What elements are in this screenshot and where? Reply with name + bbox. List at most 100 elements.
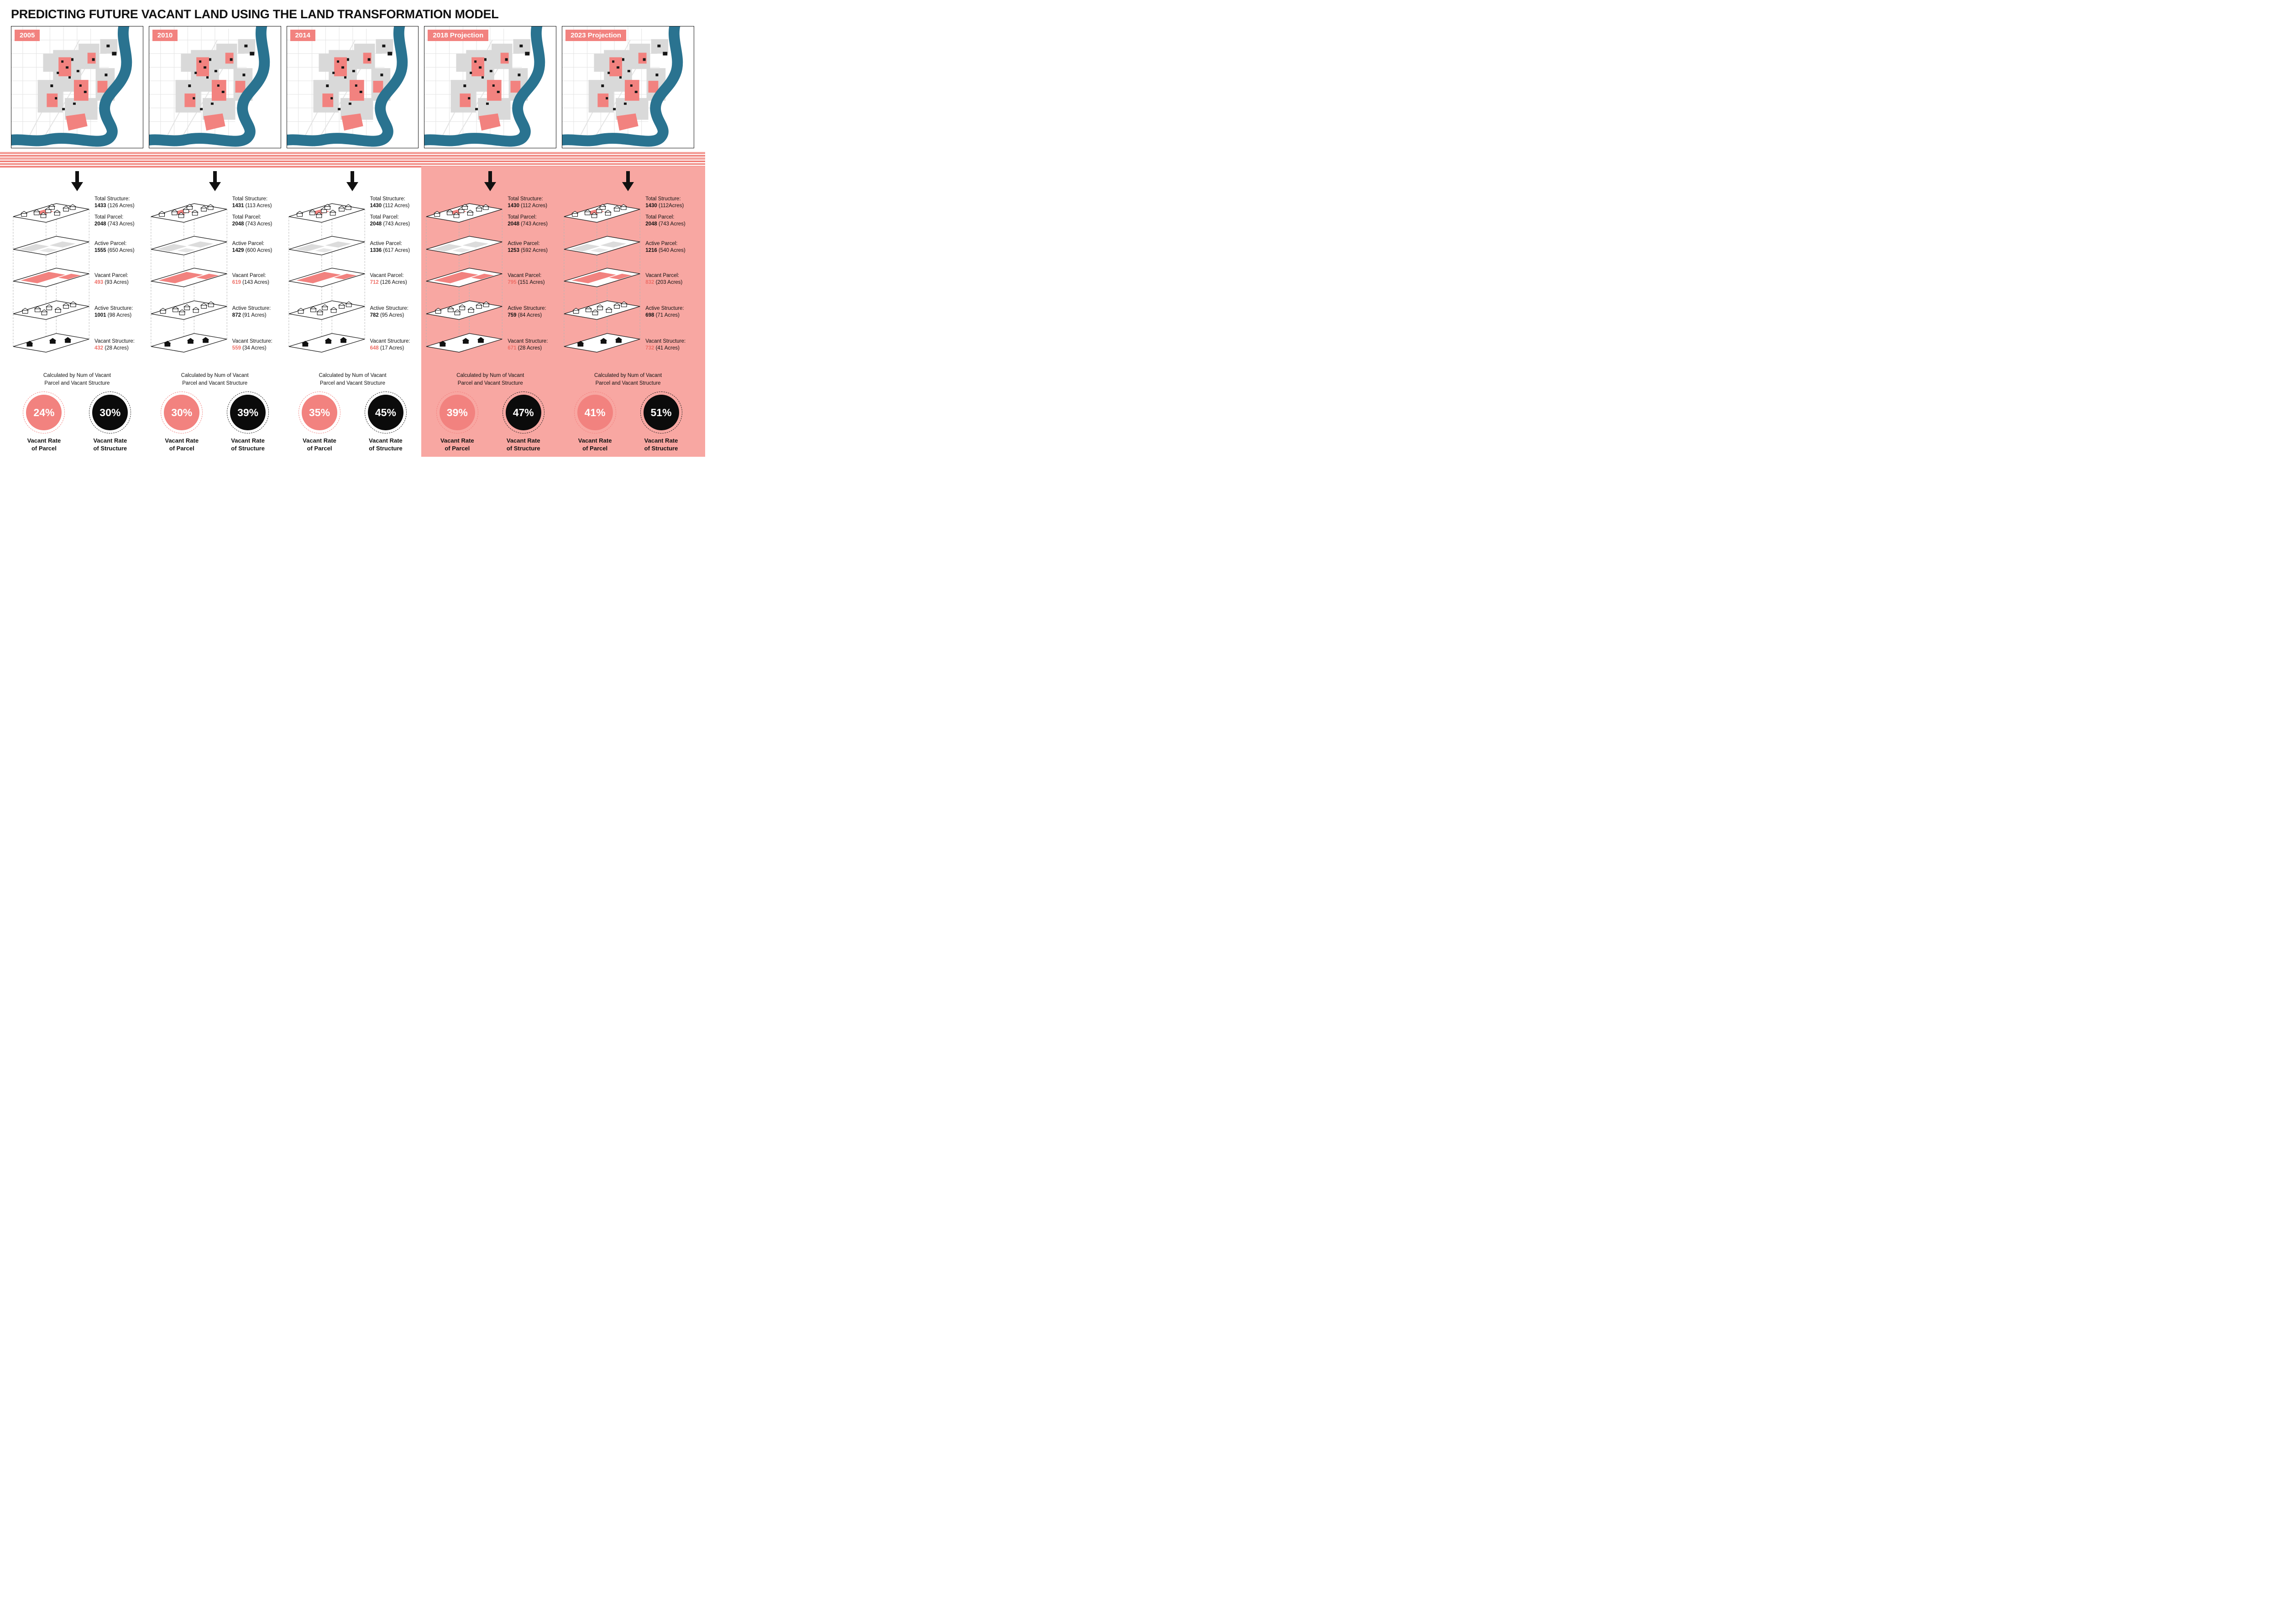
- active-structure-label: Active Structure: 759 (84 Acres): [508, 306, 546, 318]
- year-badge: 2005: [15, 30, 40, 41]
- parcel-rate-group: 39% Vacant Rate of Parcel: [436, 392, 478, 452]
- river: [11, 26, 132, 147]
- parcel-rate-ring: 30%: [161, 392, 203, 434]
- city-map: [287, 26, 408, 147]
- active-structure-label: Active Structure: 872 (91 Acres): [232, 306, 271, 318]
- calculation-caption: Calculated by Num of Vacant Parcel and V…: [43, 373, 111, 386]
- structure-rate-ring: 39%: [227, 392, 269, 434]
- structures: [188, 44, 255, 110]
- vacant-structure-label: Vacant Structure: 732 (41 Acres): [645, 339, 686, 351]
- parcel-rate-label: Vacant Rate of Parcel: [440, 437, 474, 452]
- parcel-rate-value: 35%: [309, 406, 330, 418]
- down-arrow-icon: [562, 171, 694, 194]
- structure-rate-circle: 30%: [92, 395, 128, 431]
- parcel-rate-label: Vacant Rate of Parcel: [165, 437, 199, 452]
- river: [424, 26, 545, 147]
- city-map: [424, 26, 545, 147]
- layer-stack-diagram: [151, 203, 227, 353]
- infographic-page: { "title": "PREDICTING FUTURE VACANT LAN…: [0, 0, 705, 459]
- layer-stack-diagram: [13, 203, 89, 353]
- structure-rate-label: Vacant Rate of Structure: [369, 437, 403, 452]
- structure-rate-label: Vacant Rate of Structure: [231, 437, 265, 452]
- layer-stack-diagram: [426, 203, 503, 353]
- parcel-rate-value: 41%: [584, 406, 606, 418]
- structure-rate-value: 47%: [513, 406, 534, 418]
- structure-rate-value: 45%: [375, 406, 396, 418]
- structure-rate-value: 39%: [237, 406, 259, 418]
- layer-stack: Total Structure: 1433 (126 Acres) Total …: [11, 194, 143, 372]
- parcel-rate-value: 24%: [33, 406, 55, 418]
- vacant-structure-label: Vacant Structure: 432 (28 Acres): [94, 339, 135, 351]
- structure-rate-ring: 45%: [364, 392, 407, 434]
- structure-rate-group: 39% Vacant Rate of Structure: [227, 392, 269, 452]
- parcel-rate-ring: 39%: [436, 392, 478, 434]
- active-parcel-label: Active Parcel: 1429 (600 Acres): [232, 241, 272, 253]
- layer-stack: Total Structure: 1430 (112 Acres) Total …: [424, 194, 556, 372]
- city-map: [149, 26, 270, 147]
- layer-stack: Total Structure: 1431 (113 Acres) Total …: [149, 194, 281, 372]
- map-panel: 2023 Projection: [562, 26, 694, 148]
- parcel-rate-ring: 41%: [574, 392, 616, 434]
- structure-rate-ring: 30%: [89, 392, 131, 434]
- total-structure-label: Total Structure: 1430 (112 Acres): [508, 196, 548, 209]
- calculation-caption: Calculated by Num of Vacant Parcel and V…: [319, 373, 387, 386]
- total-parcel-label: Total Parcel: 2048 (743 Acres): [232, 214, 272, 227]
- active-parcel-label: Active Parcel: 1253 (592 Acres): [508, 241, 548, 253]
- structures: [463, 44, 530, 110]
- parcel-rate-circle: 41%: [577, 395, 613, 431]
- structure-rate-group: 51% Vacant Rate of Structure: [640, 392, 682, 452]
- vacant-parcel-label: Vacant Parcel: 832 (203 Acres): [645, 273, 683, 285]
- parcel-rate-ring: 24%: [23, 392, 65, 434]
- calculation-caption: Calculated by Num of Vacant Parcel and V…: [594, 373, 662, 386]
- structure-rate-label: Vacant Rate of Structure: [644, 437, 678, 452]
- urban-blocks: [313, 39, 393, 120]
- year-column: Total Structure: 1430 (112 Acres) Total …: [424, 171, 556, 452]
- year-column: Total Structure: 1430 (112Acres) Total P…: [562, 171, 694, 452]
- parcel-rate-circle: 35%: [302, 395, 338, 431]
- down-arrow-icon: [287, 171, 419, 194]
- columns: Total Structure: 1433 (126 Acres) Total …: [11, 171, 694, 452]
- layer-stack: Total Structure: 1430 (112Acres) Total P…: [562, 194, 694, 372]
- vacant-parcel-label: Vacant Parcel: 712 (126 Acres): [370, 273, 407, 285]
- parcel-rate-value: 30%: [171, 406, 193, 418]
- layer-stack-diagram: [288, 203, 365, 353]
- vacant-parcel-patches: [296, 272, 357, 283]
- city-map: [11, 26, 132, 147]
- structure-rate-label: Vacant Rate of Structure: [93, 437, 127, 452]
- vacant-structure-label: Vacant Structure: 648 (17 Acres): [370, 339, 410, 351]
- vacant-areas: [460, 52, 521, 131]
- map-panel: 2010: [148, 26, 281, 148]
- year-badge: 2023 Projection: [565, 30, 627, 41]
- vacant-parcel-patches: [21, 272, 81, 283]
- structure-rate-circle: 45%: [367, 395, 403, 431]
- total-structure-label: Total Structure: 1433 (126 Acres): [94, 196, 135, 209]
- structure-rate-ring: 47%: [502, 392, 544, 434]
- total-parcel-label: Total Parcel: 2048 (743 Acres): [645, 214, 686, 227]
- page-title: PREDICTING FUTURE VACANT LAND USING THE …: [11, 7, 499, 21]
- calculation-caption: Calculated by Num of Vacant Parcel and V…: [456, 373, 524, 386]
- structure-rate-group: 45% Vacant Rate of Structure: [364, 392, 407, 452]
- river: [562, 26, 683, 147]
- calculation-caption: Calculated by Num of Vacant Parcel and V…: [181, 373, 249, 386]
- active-structure-label: Active Structure: 782 (95 Acres): [370, 306, 408, 318]
- structures: [325, 44, 392, 110]
- structure-rate-value: 30%: [99, 406, 121, 418]
- vacant-areas: [47, 52, 108, 131]
- parcel-rate-label: Vacant Rate of Parcel: [303, 437, 336, 452]
- down-arrow-icon: [11, 171, 143, 194]
- total-parcel-label: Total Parcel: 2048 (743 Acres): [94, 214, 135, 227]
- active-parcel-patches: [570, 241, 627, 253]
- river: [287, 26, 408, 147]
- year-badge: 2010: [152, 30, 178, 41]
- parcel-rate-group: 35% Vacant Rate of Parcel: [298, 392, 341, 452]
- city-map: [562, 26, 683, 147]
- total-structure-label: Total Structure: 1431 (113 Acres): [232, 196, 272, 209]
- vacant-parcel-label: Vacant Parcel: 795 (151 Acres): [508, 273, 545, 285]
- active-structure-label: Active Structure: 1001 (98 Acres): [94, 306, 133, 318]
- rate-circles: 30% Vacant Rate of Parcel 39%: [149, 392, 281, 452]
- vacant-parcel-label: Vacant Parcel: 493 (93 Acres): [94, 273, 129, 285]
- year-column: Total Structure: 1431 (113 Acres) Total …: [149, 171, 281, 452]
- year-column: Total Structure: 1433 (126 Acres) Total …: [11, 171, 143, 452]
- vacant-parcel-patches: [571, 272, 632, 283]
- structure-rate-ring: 51%: [640, 392, 682, 434]
